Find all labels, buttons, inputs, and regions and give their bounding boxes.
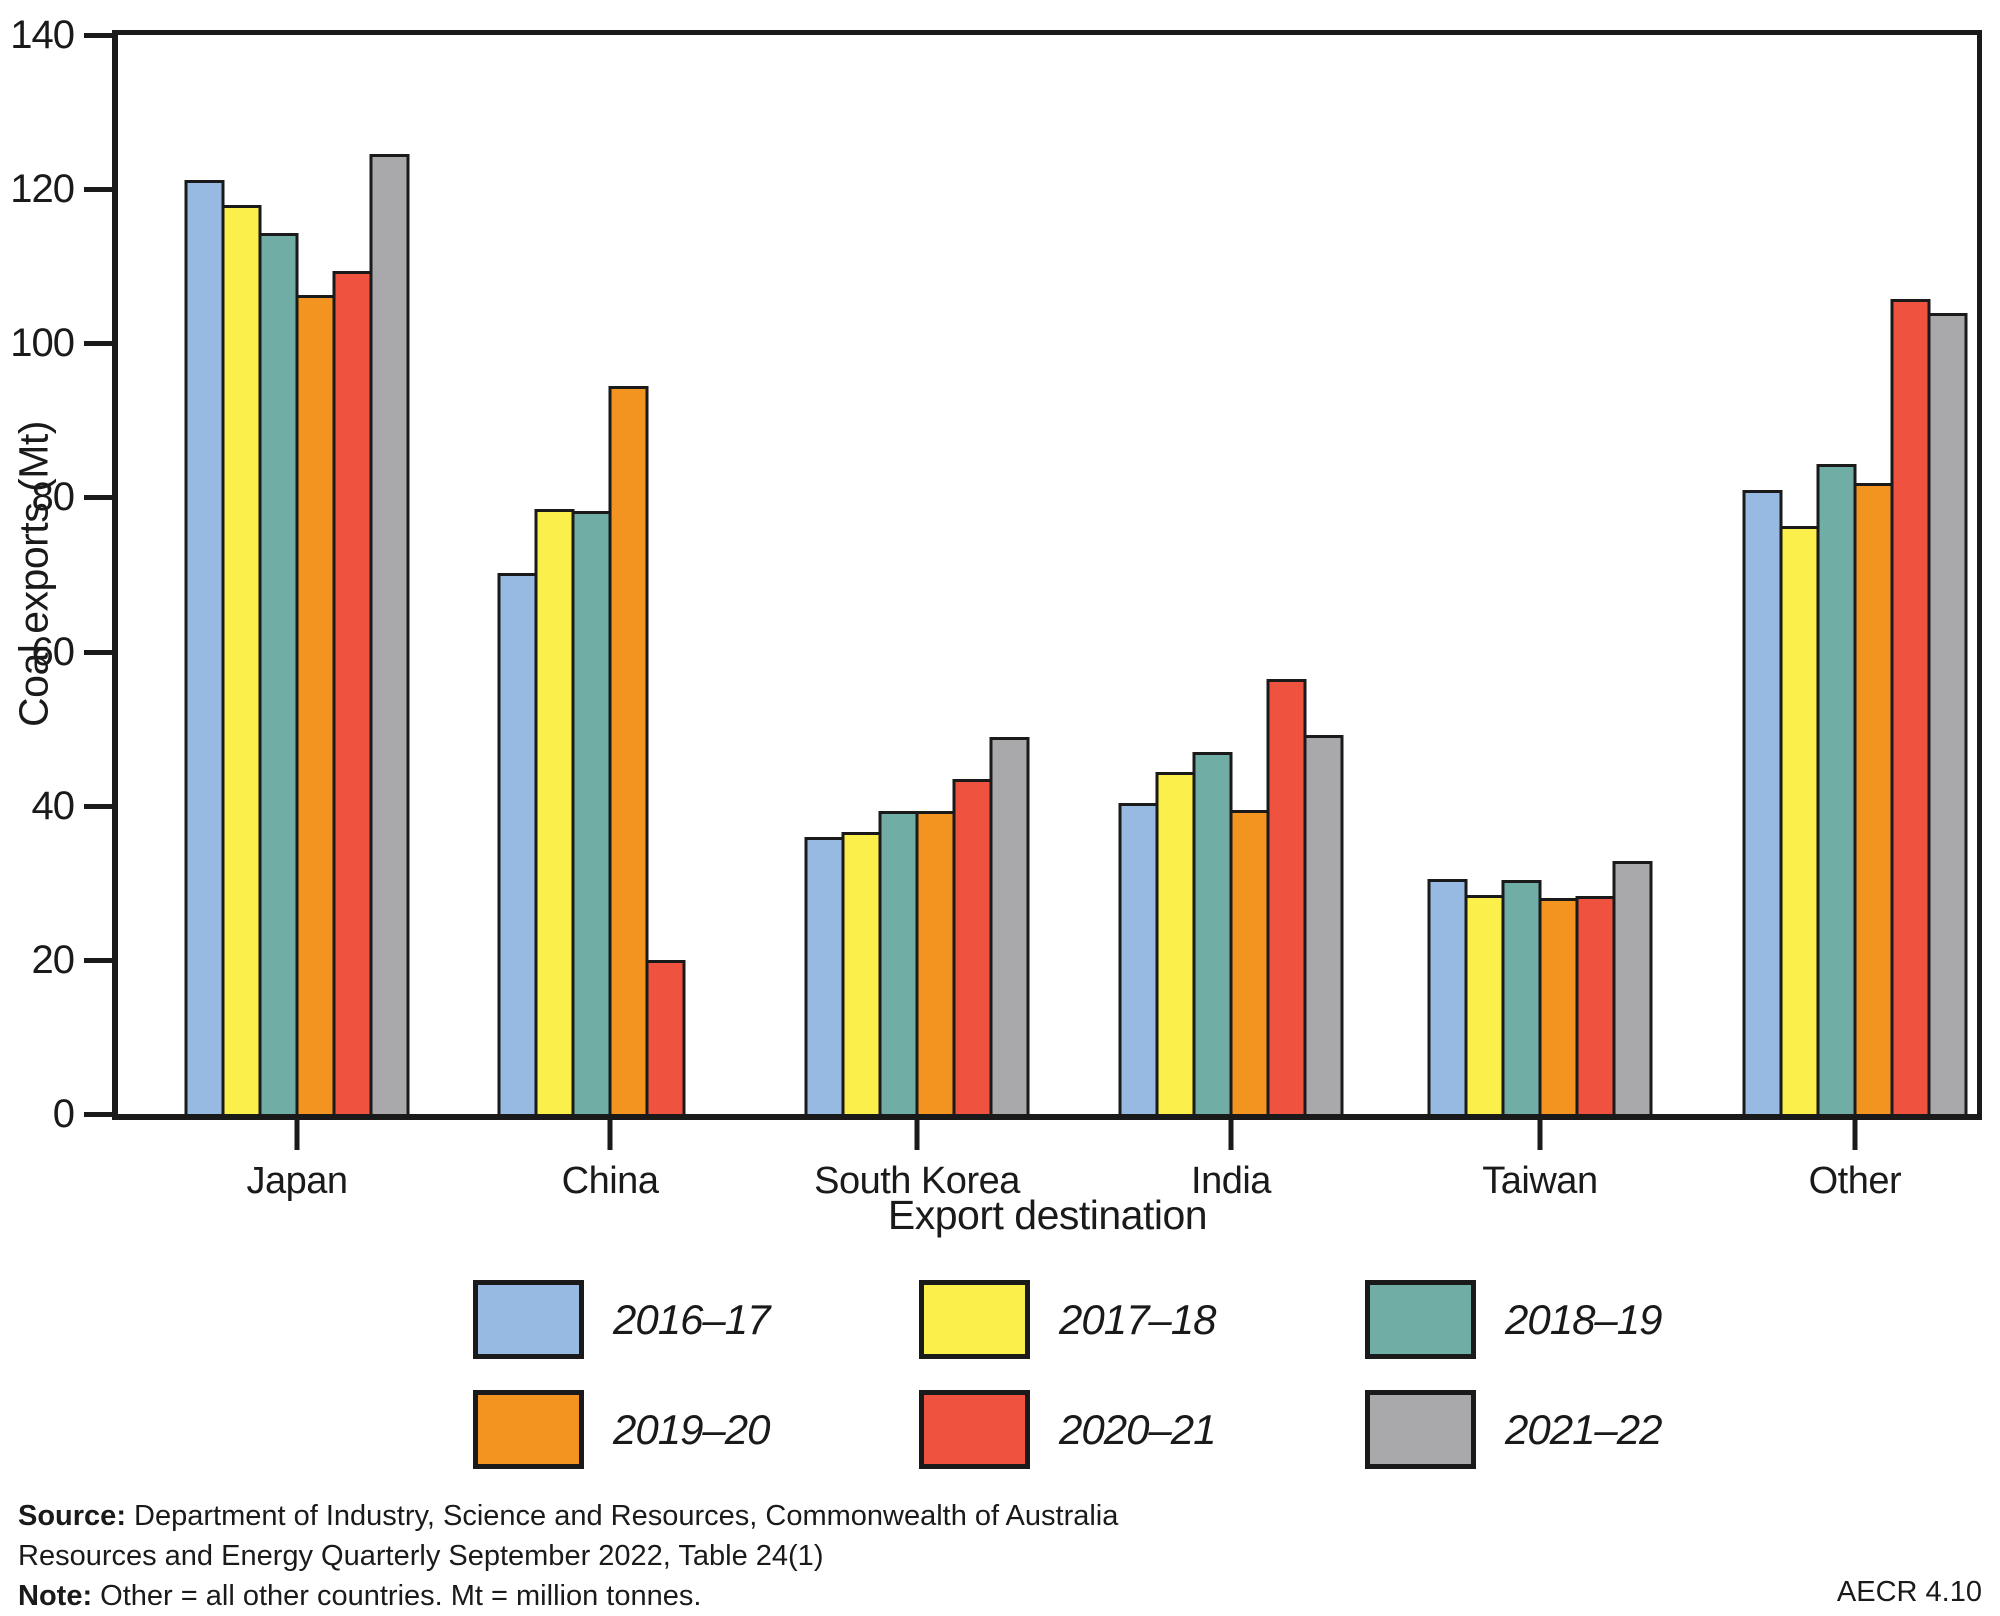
footer-notes: Source: Department of Industry, Science … — [18, 1496, 1118, 1616]
note-text: Other = all other countries. Mt = millio… — [92, 1580, 702, 1612]
y-tick-label: 60 — [31, 629, 76, 674]
figure-code: AECR 4.10 — [1836, 1576, 1982, 1608]
source-line-2: Resources and Energy Quarterly September… — [18, 1540, 824, 1572]
y-tick-label: 100 — [10, 321, 75, 366]
bar-2021-22-india — [1303, 735, 1344, 1114]
legend-swatch-2020-21 — [919, 1390, 1030, 1469]
category-label-other: Other — [1808, 1160, 1902, 1202]
y-axis-tick — [84, 803, 112, 809]
bar-group-india — [1118, 679, 1344, 1114]
bar-group-other — [1742, 299, 1968, 1114]
bar-2019-20-other — [1853, 483, 1894, 1114]
bar-group-japan — [184, 154, 410, 1114]
x-axis-tick — [1228, 1120, 1234, 1150]
legend-swatch-2017-18 — [919, 1280, 1030, 1359]
bar-2021-22-south-korea — [989, 737, 1030, 1114]
x-axis-tick — [607, 1120, 613, 1150]
y-axis-tick — [84, 33, 112, 38]
legend-label-2017-18: 2017–18 — [1059, 1296, 1217, 1343]
x-axis-tick — [294, 1120, 300, 1150]
plot-area: 0 20 40 60 80 100 120 140 Japan China South Korea I… — [10, 13, 1982, 1202]
source-text: Department of Industry, Science and Reso… — [125, 1500, 1119, 1532]
y-tick-label: 140 — [10, 13, 75, 57]
bar-2020-21-taiwan — [1575, 896, 1616, 1114]
legend-swatch-2018-19 — [1365, 1280, 1476, 1359]
y-axis-tick — [84, 187, 112, 193]
note-label: Note: — [18, 1580, 93, 1612]
legend-swatch-2019-20 — [473, 1390, 584, 1469]
bar-group-china — [497, 386, 723, 1114]
bar-2021-22-japan — [369, 154, 410, 1114]
bar-2021-22-other — [1927, 313, 1968, 1114]
bar-2021-22-taiwan — [1612, 861, 1653, 1114]
category-label-taiwan: Taiwan — [1482, 1160, 1598, 1202]
legend-label-2019-20: 2019–20 — [613, 1406, 771, 1453]
legend-label-2018-19: 2018–19 — [1505, 1296, 1663, 1343]
y-axis-tick — [84, 341, 112, 347]
bar-2016-17-south-korea — [804, 837, 845, 1114]
bar-2019-20-china — [608, 386, 649, 1114]
y-axis-tick — [84, 957, 112, 963]
bar-2019-20-japan — [295, 295, 336, 1114]
y-axis-tick — [84, 495, 112, 501]
y-tick-label: 0 — [52, 1092, 75, 1136]
note-line: Note: Other = all other countries. Mt = … — [18, 1576, 1118, 1616]
legend-label-2016-17: 2016–17 — [613, 1296, 771, 1343]
bar-group-south-korea — [804, 737, 1030, 1114]
legend-label-2021-22: 2021–22 — [1505, 1406, 1663, 1453]
legend-swatch-2016-17 — [473, 1280, 584, 1359]
source-label: Source: — [18, 1500, 126, 1532]
source-line-1: Source: Department of Industry, Science … — [18, 1496, 1118, 1536]
y-axis-tick — [84, 649, 112, 655]
y-axis-tick — [84, 1112, 112, 1117]
category-label-south-korea: South Korea — [814, 1160, 1020, 1202]
bar-2020-21-other — [1890, 299, 1931, 1114]
category-label-india: India — [1191, 1160, 1271, 1202]
y-tick-label: 80 — [31, 475, 76, 520]
category-label-japan: Japan — [246, 1160, 348, 1202]
y-tick-label: 20 — [31, 937, 76, 982]
bar-2017-18-china — [534, 509, 575, 1114]
bar-2017-18-japan — [221, 205, 262, 1114]
legend-label-2020-21: 2020–21 — [1059, 1406, 1217, 1453]
bar-2020-21-china — [645, 960, 686, 1114]
y-tick-label: 40 — [31, 783, 76, 828]
x-axis-tick — [1537, 1120, 1543, 1150]
legend-swatch-2021-22 — [1365, 1390, 1476, 1469]
category-label-china: China — [561, 1160, 659, 1202]
y-tick-label: 120 — [10, 167, 75, 212]
x-axis-tick — [1852, 1120, 1858, 1150]
x-axis-title: Export destination — [887, 1192, 1208, 1238]
bar-group-taiwan — [1427, 861, 1653, 1114]
x-axis-tick — [914, 1120, 920, 1150]
